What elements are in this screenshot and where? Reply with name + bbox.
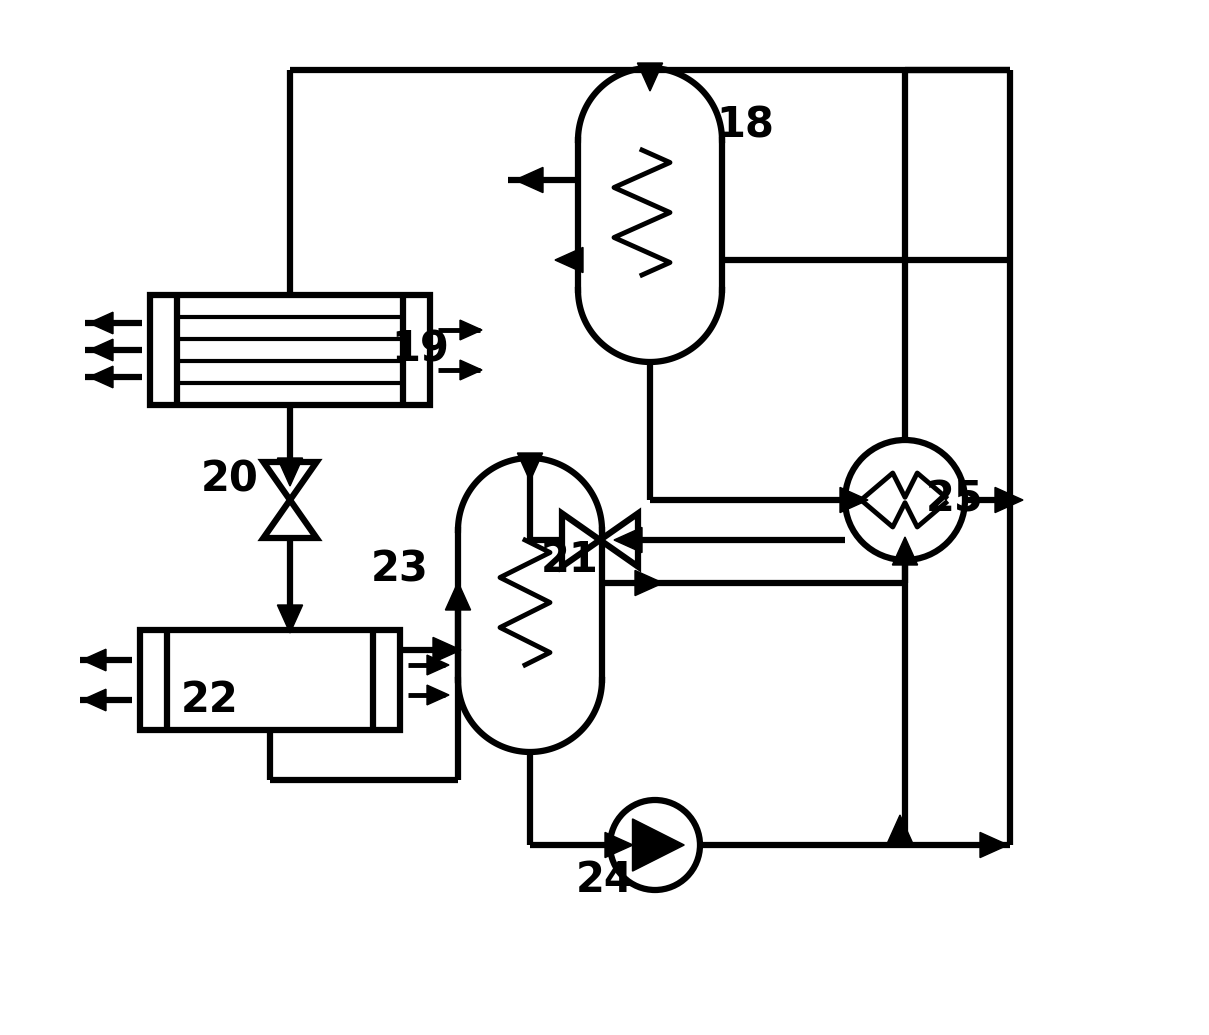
Text: 22: 22 (181, 679, 239, 721)
Text: 23: 23 (371, 549, 429, 591)
Polygon shape (555, 247, 583, 272)
Polygon shape (150, 295, 430, 405)
Polygon shape (277, 459, 302, 486)
Polygon shape (892, 537, 918, 565)
Circle shape (611, 800, 700, 890)
Text: 18: 18 (716, 104, 774, 146)
Circle shape (845, 440, 965, 560)
Polygon shape (140, 630, 400, 730)
Polygon shape (458, 459, 602, 752)
Text: 25: 25 (926, 479, 984, 521)
Polygon shape (89, 366, 112, 388)
Polygon shape (427, 685, 449, 705)
Polygon shape (82, 649, 106, 671)
Polygon shape (614, 528, 642, 553)
Polygon shape (459, 320, 482, 339)
Polygon shape (427, 655, 449, 675)
Text: 20: 20 (201, 459, 259, 501)
Polygon shape (277, 605, 302, 633)
Polygon shape (89, 339, 112, 361)
Polygon shape (840, 487, 868, 512)
Polygon shape (89, 313, 112, 334)
Text: 19: 19 (391, 329, 449, 371)
Polygon shape (887, 815, 913, 842)
Polygon shape (515, 168, 543, 193)
Polygon shape (578, 68, 722, 362)
Polygon shape (980, 832, 1008, 858)
Polygon shape (632, 819, 684, 871)
Polygon shape (517, 453, 543, 481)
Polygon shape (635, 570, 663, 595)
Polygon shape (637, 63, 663, 91)
Polygon shape (459, 360, 482, 380)
Polygon shape (995, 487, 1023, 512)
Polygon shape (445, 582, 470, 610)
Polygon shape (433, 638, 461, 662)
Text: 21: 21 (542, 539, 598, 581)
Polygon shape (604, 832, 634, 858)
Polygon shape (82, 689, 106, 711)
Text: 24: 24 (577, 859, 634, 901)
